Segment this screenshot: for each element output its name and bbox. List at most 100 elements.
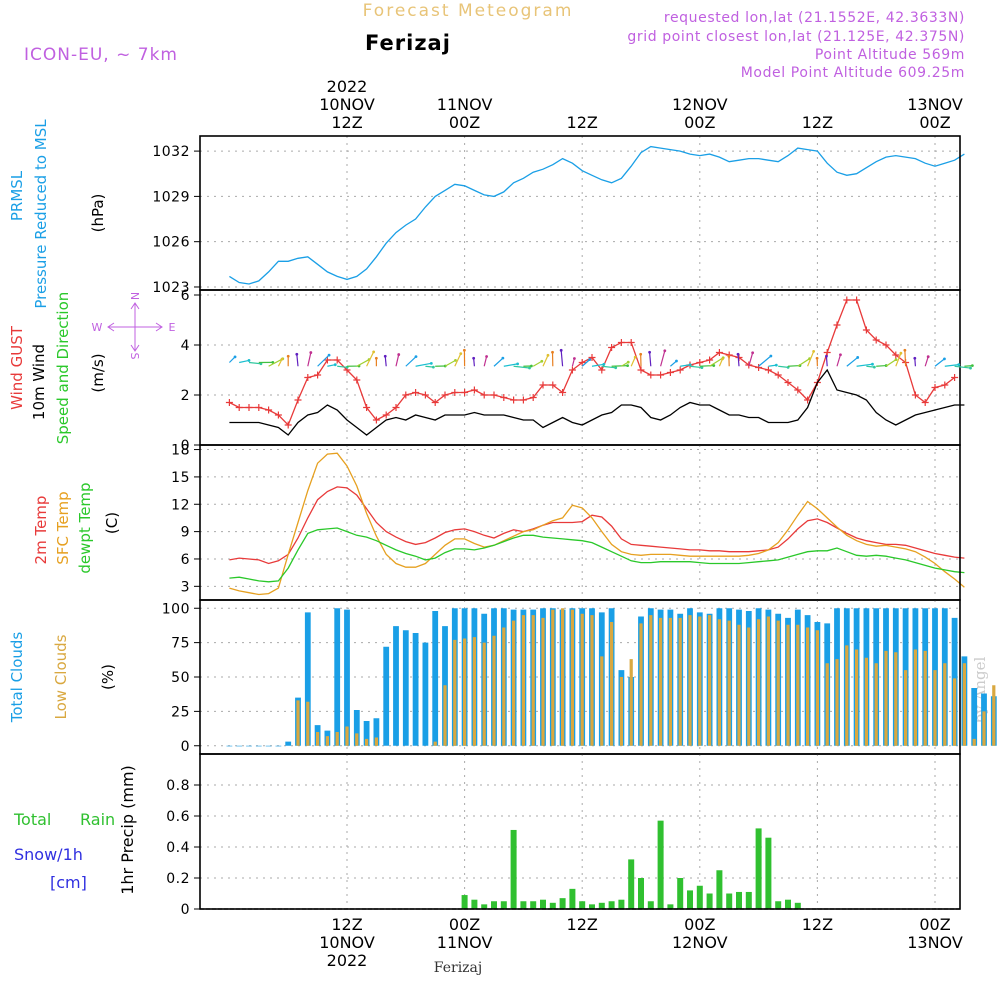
low-clouds-bar bbox=[796, 624, 800, 746]
rain-bar bbox=[667, 904, 674, 909]
gust-marker bbox=[666, 369, 674, 376]
gust-marker bbox=[941, 381, 949, 389]
temp-unit: (C) bbox=[103, 512, 121, 534]
total-clouds-bar bbox=[393, 626, 399, 746]
ytick-label: 15 bbox=[171, 470, 190, 486]
rain-bar bbox=[549, 902, 556, 909]
wind-arrow bbox=[895, 352, 902, 367]
wind-arrow-head bbox=[529, 364, 533, 368]
ytick-label: 1026 bbox=[152, 235, 190, 251]
ytick-label: 50 bbox=[171, 670, 190, 686]
wind-arrow bbox=[737, 354, 740, 367]
wind-arrow bbox=[611, 364, 628, 367]
compass-arrows bbox=[107, 302, 163, 352]
total-clouds-bar bbox=[304, 612, 311, 746]
total-clouds-bar bbox=[353, 710, 360, 746]
rain-bar bbox=[736, 891, 742, 909]
wind-arrow-head bbox=[736, 352, 740, 356]
low-clouds-bar bbox=[541, 617, 545, 746]
gust-marker bbox=[500, 394, 508, 401]
wind-arrow bbox=[405, 356, 417, 367]
wind-arrow-head bbox=[573, 357, 576, 360]
wind-arrow-head bbox=[383, 354, 387, 358]
wind-arrow-head bbox=[614, 366, 618, 370]
wind-arrow-head bbox=[286, 354, 290, 358]
total-clouds-bar bbox=[285, 741, 292, 746]
wind-arrow bbox=[307, 352, 312, 367]
gust-marker bbox=[392, 404, 400, 411]
wind-arrow bbox=[856, 363, 873, 367]
gust-marker bbox=[480, 391, 488, 399]
wind-arrow-head bbox=[454, 358, 457, 362]
wind-arrow-head bbox=[551, 350, 554, 354]
wind-dir-label: Speed and Direction bbox=[54, 292, 72, 445]
gust-marker bbox=[265, 406, 273, 414]
wind-arrow-head bbox=[943, 357, 946, 361]
wind-arrow-head bbox=[540, 359, 544, 363]
low-clouds-bar bbox=[600, 656, 604, 746]
total-clouds-bar bbox=[275, 745, 282, 747]
wind-arrow bbox=[503, 363, 518, 367]
rain-bar bbox=[559, 898, 566, 909]
gust-marker bbox=[353, 376, 361, 384]
gust-marker bbox=[853, 296, 861, 304]
rain-bar bbox=[569, 888, 576, 909]
low-clouds-bar bbox=[531, 615, 535, 746]
top-hour-label: 12Z bbox=[802, 113, 833, 132]
bottom-hour-label: 00Z bbox=[449, 915, 480, 934]
gust-label: Wind GUST bbox=[8, 325, 26, 410]
gust-marker bbox=[676, 366, 684, 374]
bottom-hour-label: 12Z bbox=[567, 915, 598, 934]
wind-arrow-head bbox=[333, 363, 337, 367]
low-clouds-bar bbox=[737, 624, 741, 746]
wind-arrow-head bbox=[957, 363, 961, 366]
gust-marker bbox=[333, 356, 341, 364]
wind-arrow-head bbox=[429, 361, 433, 365]
wind-arrow-head bbox=[871, 362, 874, 366]
low-clouds-bar bbox=[688, 615, 692, 746]
top-hour-label: 00Z bbox=[919, 113, 950, 132]
gust-marker bbox=[715, 349, 723, 356]
wind-arrow bbox=[601, 365, 616, 369]
top-day-label: 12NOV bbox=[672, 95, 728, 114]
bottom-hour-label: 00Z bbox=[919, 915, 950, 934]
low-clouds-bar bbox=[815, 630, 819, 746]
wind-arrow bbox=[836, 354, 842, 367]
bottom-hour-label: 12Z bbox=[331, 915, 362, 934]
total-clouds-bar bbox=[255, 745, 262, 747]
wind-arrow bbox=[680, 364, 691, 367]
wind-arrow bbox=[807, 351, 815, 367]
gust-marker bbox=[696, 359, 704, 366]
total-clouds-bar bbox=[344, 609, 350, 746]
low-clouds-bar bbox=[894, 652, 898, 746]
gust-marker bbox=[431, 399, 439, 406]
rain-bar bbox=[471, 899, 478, 909]
low-clouds-bar bbox=[786, 624, 790, 746]
ytick-label: 0.2 bbox=[166, 871, 190, 887]
wind-arrow bbox=[797, 358, 810, 367]
gust-marker bbox=[627, 339, 635, 346]
low-clouds-bar bbox=[610, 622, 614, 746]
wind-arrow bbox=[649, 352, 652, 367]
low-clouds-bar bbox=[453, 639, 457, 746]
low-clouds-bar bbox=[482, 642, 486, 746]
gust-marker bbox=[833, 321, 841, 329]
low-clouds-bar bbox=[776, 620, 780, 746]
panel-frame bbox=[199, 135, 961, 291]
gust-marker bbox=[382, 411, 390, 419]
wind-arrow bbox=[366, 351, 375, 367]
low-clouds-bar bbox=[982, 711, 986, 746]
low-clouds-bar bbox=[747, 627, 751, 746]
location-title: Ferizaj bbox=[365, 31, 451, 55]
bottom-day-label: 11NOV bbox=[437, 933, 493, 952]
rain-bar bbox=[775, 901, 782, 909]
gust-marker bbox=[706, 356, 714, 364]
rain-bar bbox=[598, 902, 605, 909]
gust-marker bbox=[451, 389, 459, 396]
wind-arrow-head bbox=[913, 356, 917, 360]
low-clouds-bar bbox=[639, 623, 643, 746]
ytick-label: 0.6 bbox=[166, 809, 190, 825]
total-clouds-bar bbox=[236, 745, 243, 747]
wind-arrow bbox=[415, 362, 432, 367]
